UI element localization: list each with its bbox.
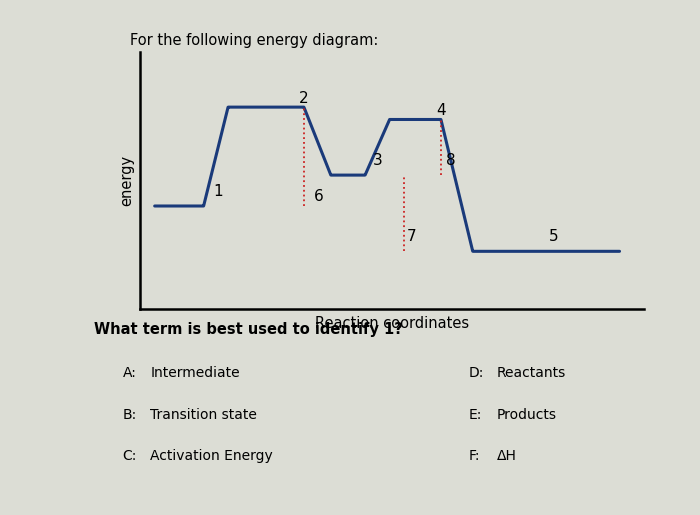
Text: Reactants: Reactants	[497, 366, 566, 381]
Text: Products: Products	[497, 407, 557, 422]
X-axis label: Reaction coordinates: Reaction coordinates	[315, 316, 469, 331]
Text: For the following energy diagram:: For the following energy diagram:	[130, 33, 378, 48]
Text: ΔH: ΔH	[497, 449, 517, 463]
Text: Intermediate: Intermediate	[150, 366, 240, 381]
Text: F:: F:	[469, 449, 480, 463]
Text: B:: B:	[122, 407, 136, 422]
Text: 4: 4	[436, 104, 446, 118]
Text: E:: E:	[469, 407, 482, 422]
Text: A:: A:	[122, 366, 136, 381]
Text: 1: 1	[214, 184, 223, 199]
Text: 8: 8	[446, 153, 456, 168]
Text: 6: 6	[314, 189, 323, 204]
Text: C:: C:	[122, 449, 137, 463]
Text: Transition state: Transition state	[150, 407, 258, 422]
Y-axis label: energy: energy	[120, 154, 134, 206]
Text: What term is best used to identify 1?: What term is best used to identify 1?	[94, 322, 403, 337]
Text: 5: 5	[549, 229, 559, 244]
Text: 3: 3	[372, 153, 382, 168]
Text: Activation Energy: Activation Energy	[150, 449, 273, 463]
Text: D:: D:	[469, 366, 484, 381]
Text: 7: 7	[407, 229, 416, 244]
Text: 2: 2	[299, 91, 309, 106]
